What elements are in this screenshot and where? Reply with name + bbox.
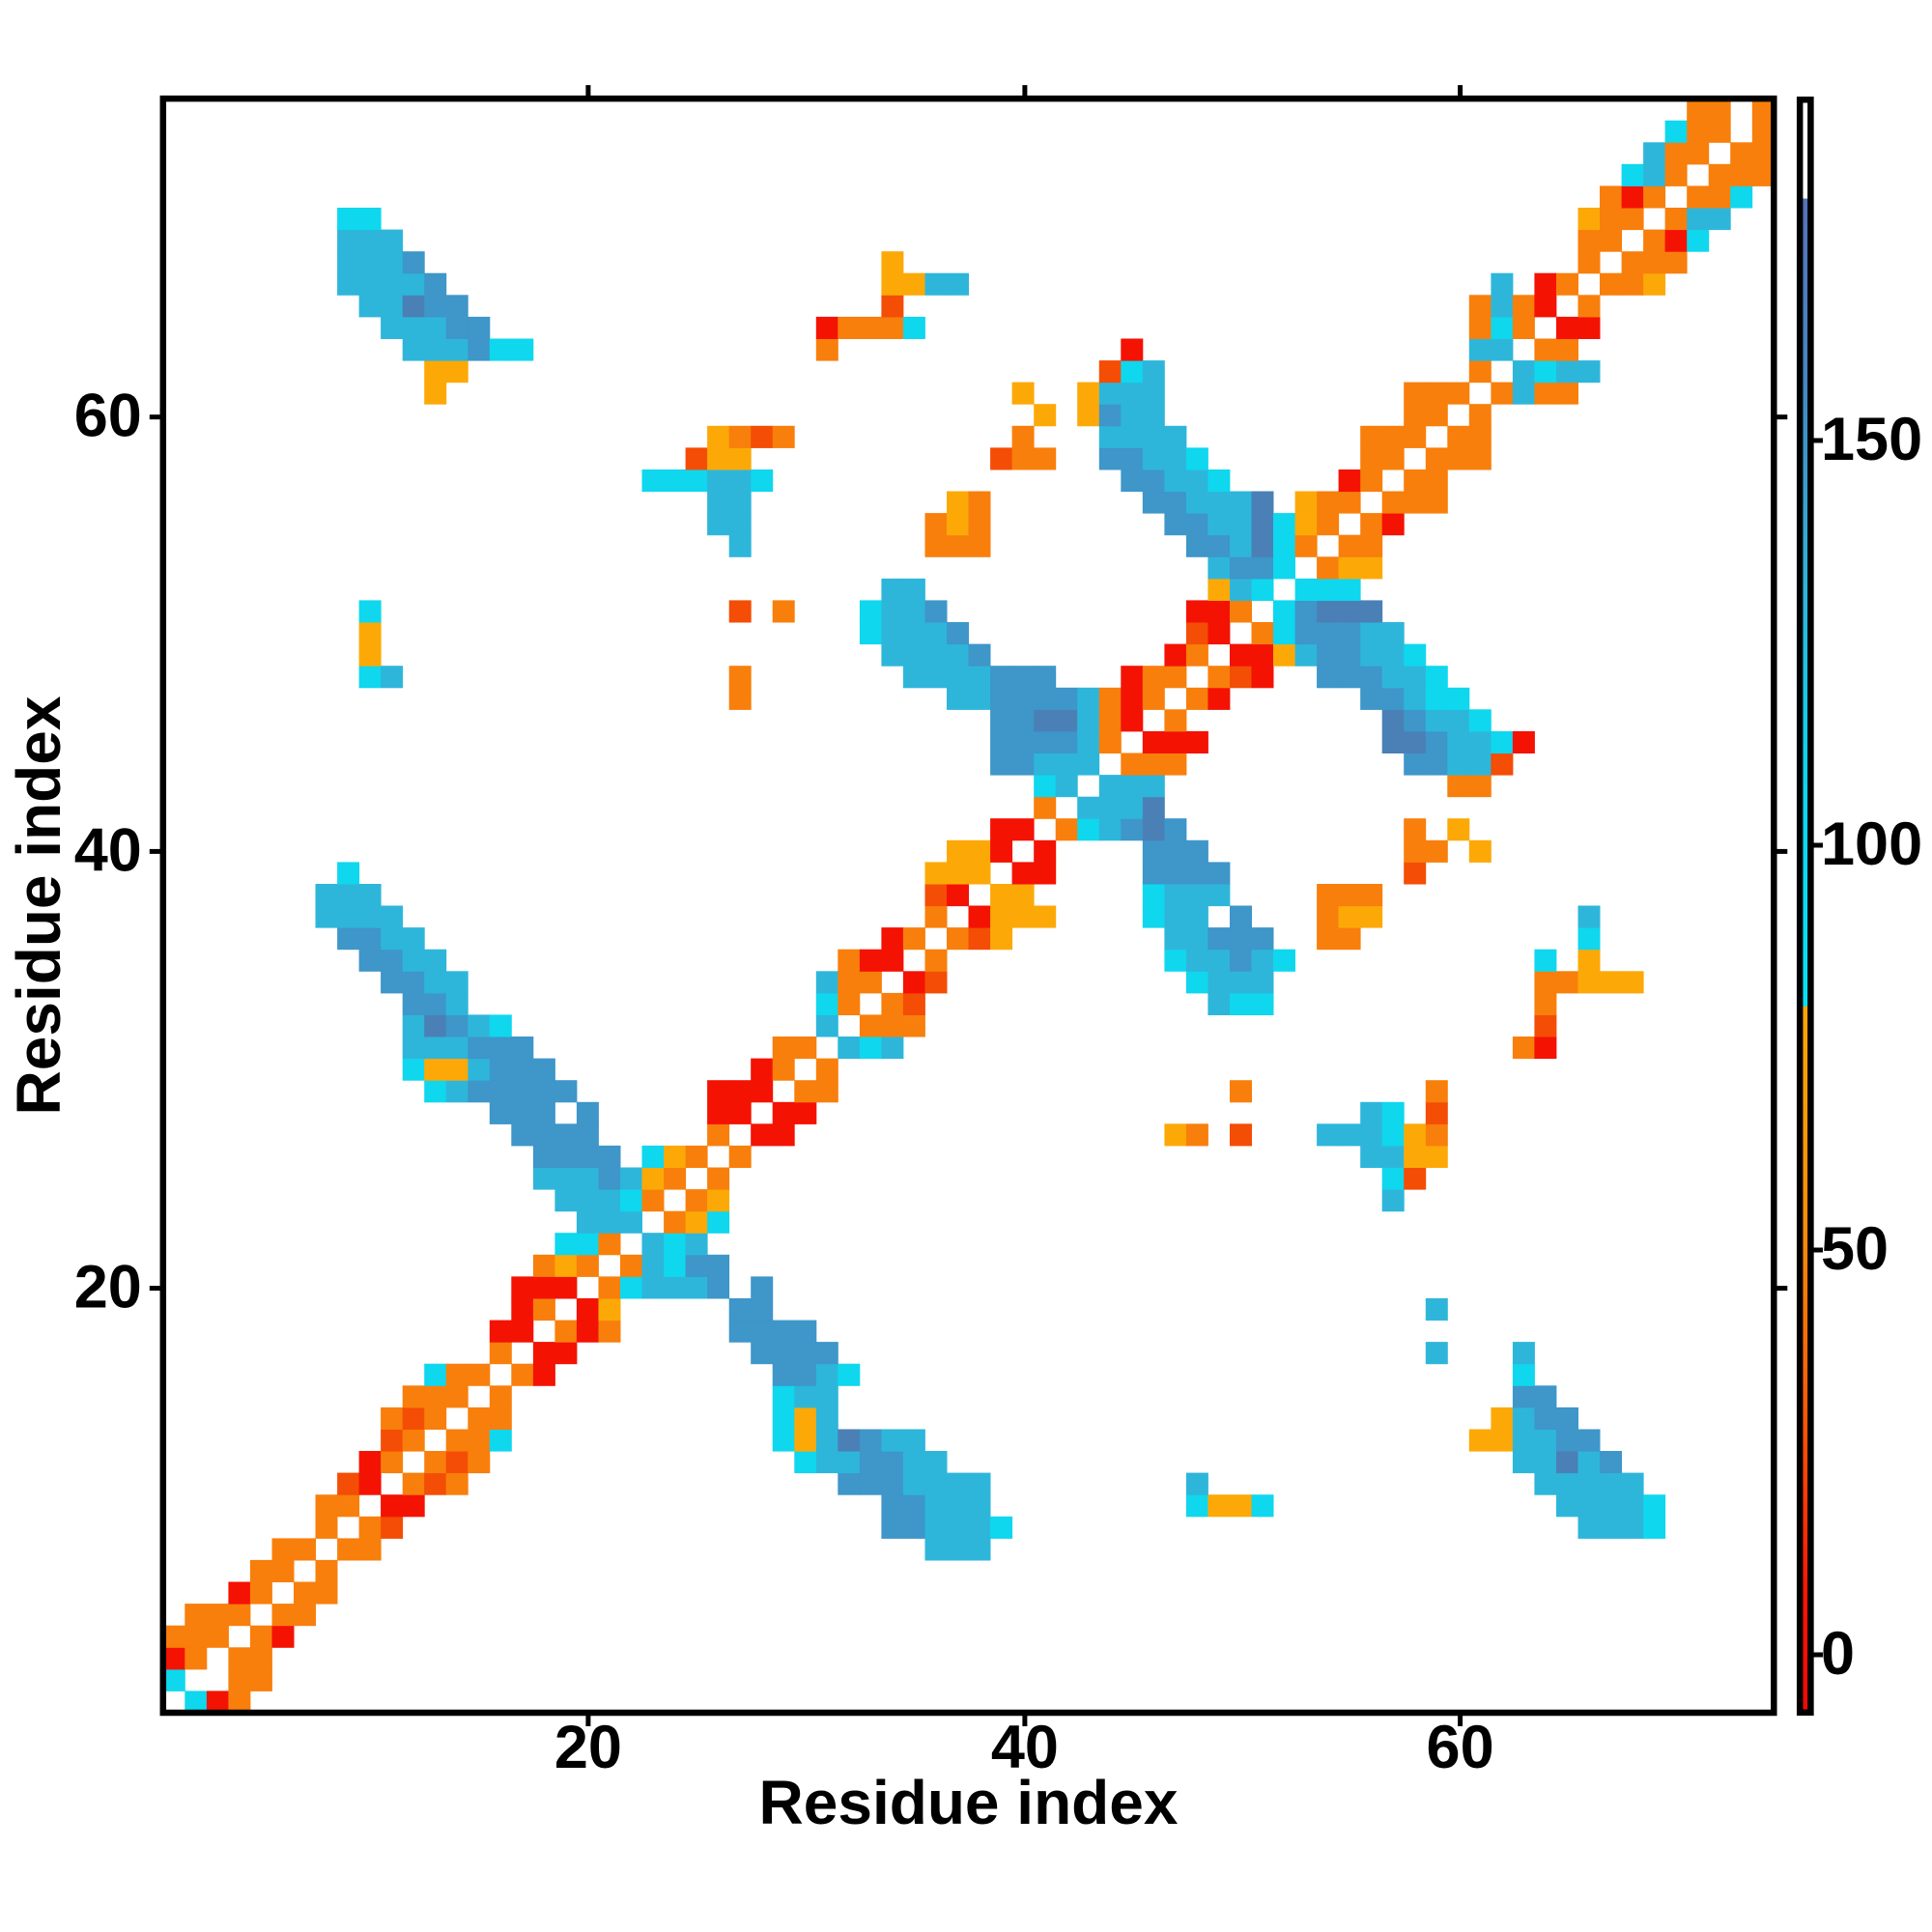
svg-text:100: 100 bbox=[1821, 810, 1922, 878]
svg-text:50: 50 bbox=[1821, 1215, 1889, 1283]
svg-text:Residue index: Residue index bbox=[4, 696, 73, 1115]
svg-text:60: 60 bbox=[1427, 1714, 1494, 1781]
svg-text:Residue index: Residue index bbox=[759, 1768, 1179, 1837]
svg-text:20: 20 bbox=[554, 1714, 622, 1781]
svg-text:60: 60 bbox=[74, 383, 142, 450]
svg-text:20: 20 bbox=[74, 1254, 142, 1321]
svg-text:150: 150 bbox=[1821, 406, 1922, 473]
svg-text:0: 0 bbox=[1821, 1620, 1855, 1688]
svg-text:40: 40 bbox=[991, 1714, 1059, 1781]
svg-text:40: 40 bbox=[74, 816, 142, 884]
